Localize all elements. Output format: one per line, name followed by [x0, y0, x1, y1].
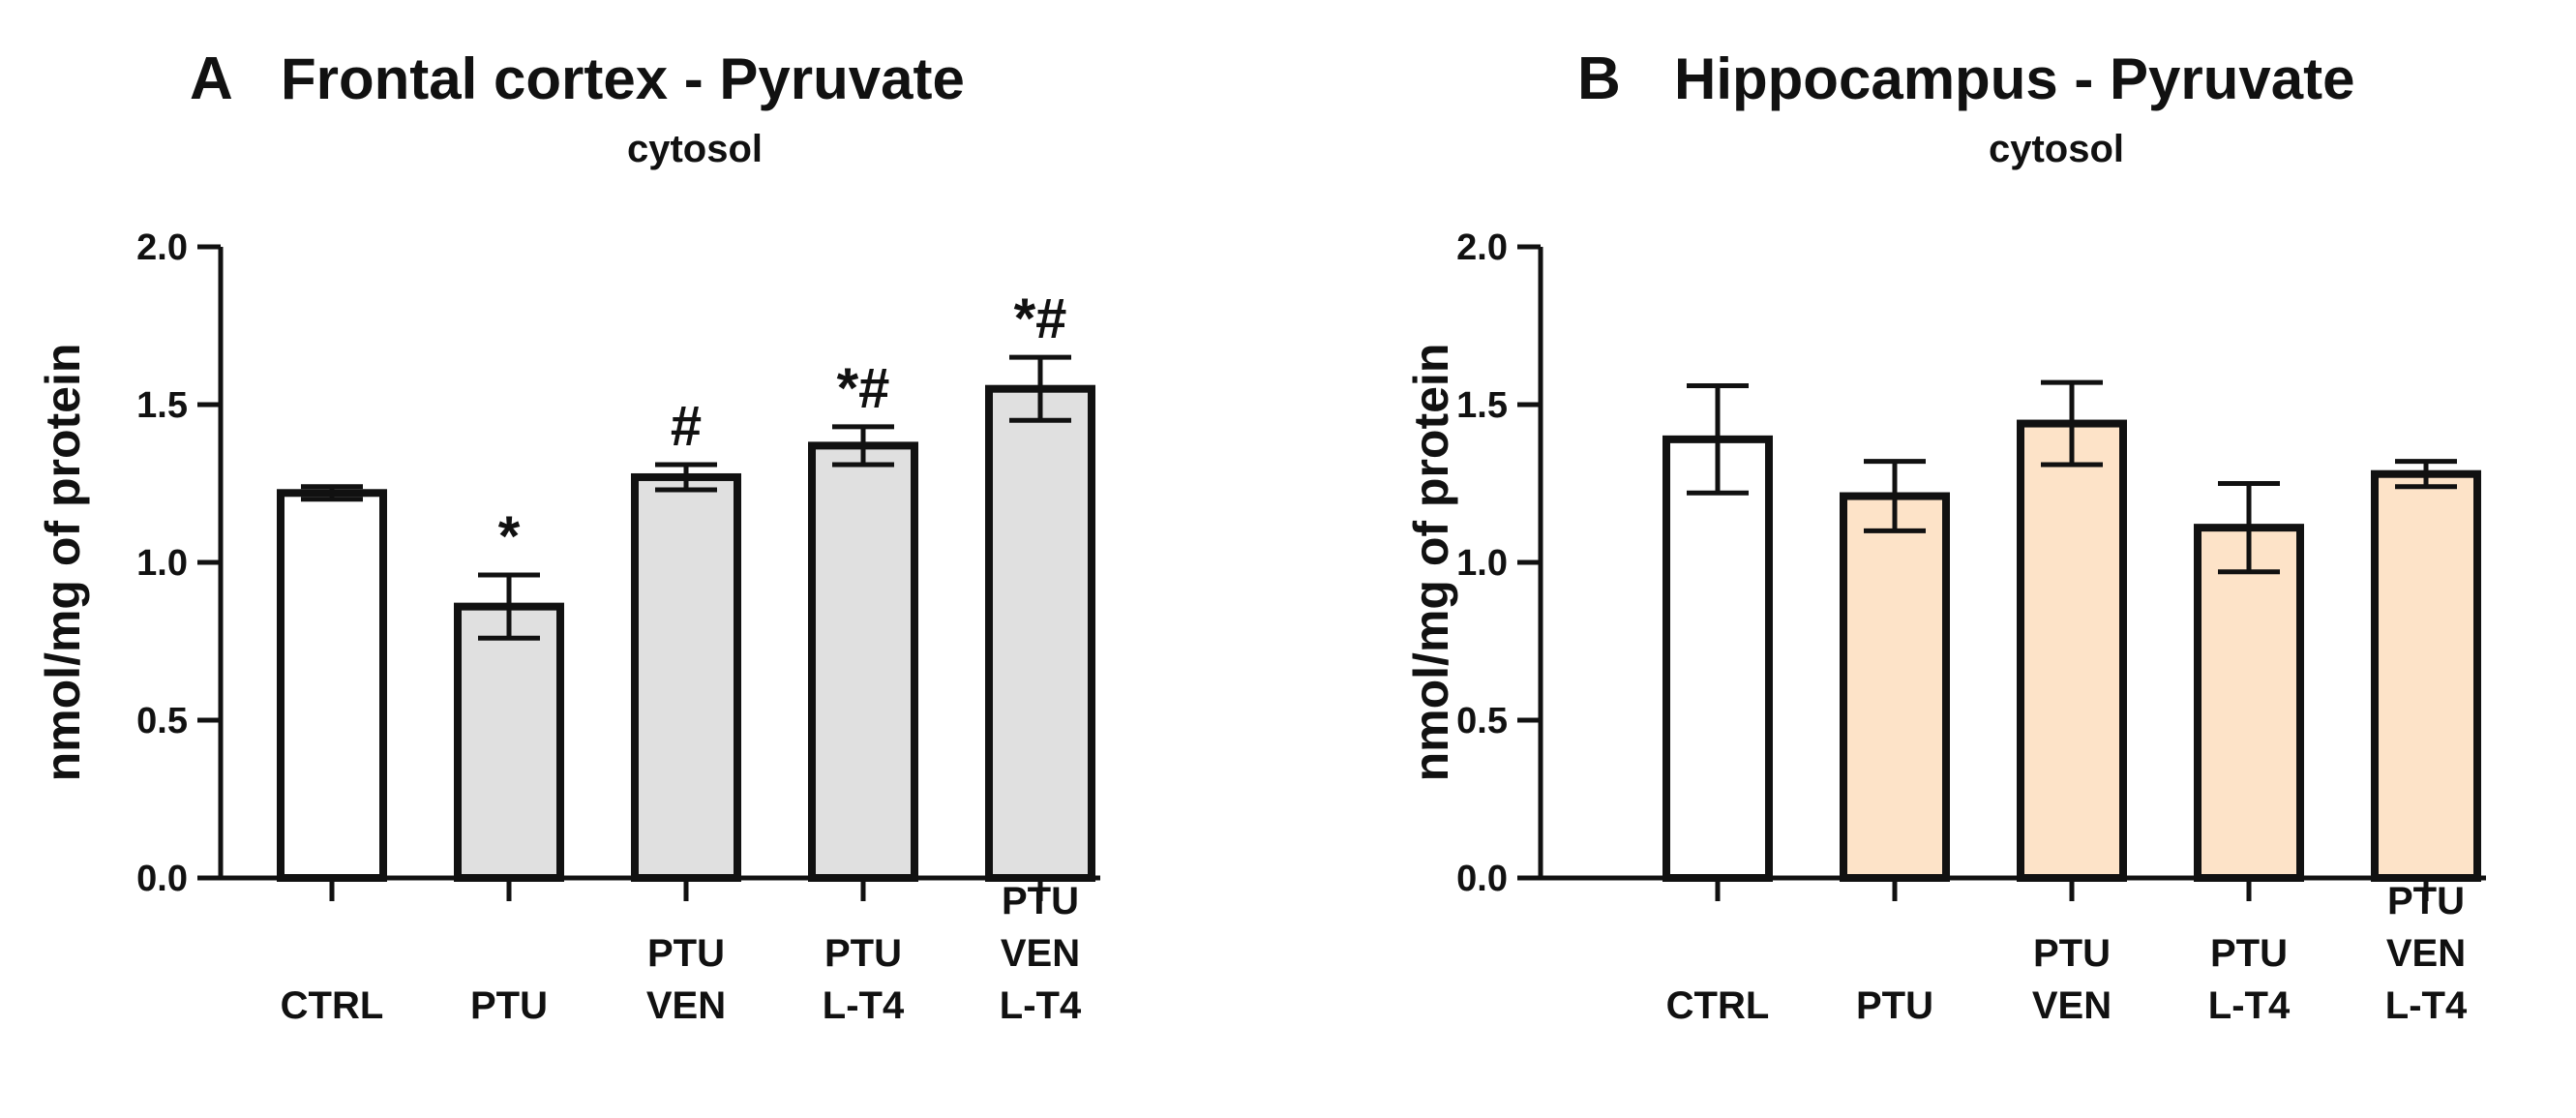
chart-title: Frontal cortex - Pyruvate [281, 46, 965, 111]
chart-subtitle: cytosol [1989, 128, 2124, 170]
bar-ptu-l-t4 [808, 441, 918, 882]
category-label: PTU [470, 984, 548, 1027]
y-tick-label: 0.5 [136, 701, 188, 741]
bar-ptu [1840, 492, 1950, 882]
panel-letter: A [190, 45, 233, 112]
significance-label: *# [837, 357, 890, 420]
y-tick-label: 1.0 [136, 543, 188, 584]
bar-ptu-ven [2017, 419, 2127, 882]
category-label: VEN [2386, 932, 2466, 975]
y-tick-label: 0.0 [1456, 859, 1508, 899]
panel-b: B Hippocampus - Pyruvate cytosol nmol/mg of… [1404, 45, 2486, 1027]
y-tick-label: 2.0 [136, 227, 188, 268]
panel-a: A Frontal cortex - Pyruvate cytosol nmol/mg… [36, 45, 1100, 1027]
panel-letter: B [1577, 45, 1621, 112]
y-axis-label: nmol/mg of protein [1404, 344, 1458, 782]
category-label: CTRL [281, 984, 384, 1027]
category-label: PTU [1856, 984, 1933, 1027]
category-label: L-T4 [2385, 984, 2468, 1027]
significance-label: * [498, 505, 521, 568]
y-tick-label: 1.0 [1456, 543, 1508, 584]
bar-ctrl [1662, 435, 1773, 882]
category-label: L-T4 [2208, 984, 2291, 1027]
category-label: PTU [824, 932, 902, 975]
bar-ptu-ven-l-t4 [2371, 469, 2481, 882]
category-label: PTU [647, 932, 725, 975]
significance-label: # [671, 395, 702, 458]
category-label: CTRL [1666, 984, 1770, 1027]
category-label: VEN [646, 984, 726, 1027]
chart-title: Hippocampus - Pyruvate [1674, 46, 2355, 111]
category-label: PTU [1002, 880, 1079, 922]
y-tick-label: 1.5 [1456, 385, 1508, 426]
category-label: VEN [1001, 932, 1080, 975]
bar-ptu-ven-l-t4 [985, 384, 1095, 882]
y-tick-label: 0.0 [136, 859, 188, 899]
category-label: VEN [2032, 984, 2112, 1027]
y-tick-label: 0.5 [1456, 701, 1508, 741]
bar-ptu-ven [631, 472, 741, 882]
significance-label: *# [1014, 287, 1067, 350]
chart-subtitle: cytosol [627, 128, 763, 170]
y-axis-label: nmol/mg of protein [36, 344, 90, 782]
y-tick-label: 2.0 [1456, 227, 1508, 268]
category-label: PTU [2033, 932, 2111, 975]
y-tick-label: 1.5 [136, 385, 188, 426]
category-label: PTU [2387, 880, 2465, 922]
category-label: L-T4 [1000, 984, 1082, 1027]
category-label: L-T4 [823, 984, 905, 1027]
bar-ptu [454, 602, 564, 882]
bar-ctrl [277, 489, 387, 882]
bar-ptu-l-t4 [2194, 524, 2304, 882]
category-label: PTU [2210, 932, 2288, 975]
